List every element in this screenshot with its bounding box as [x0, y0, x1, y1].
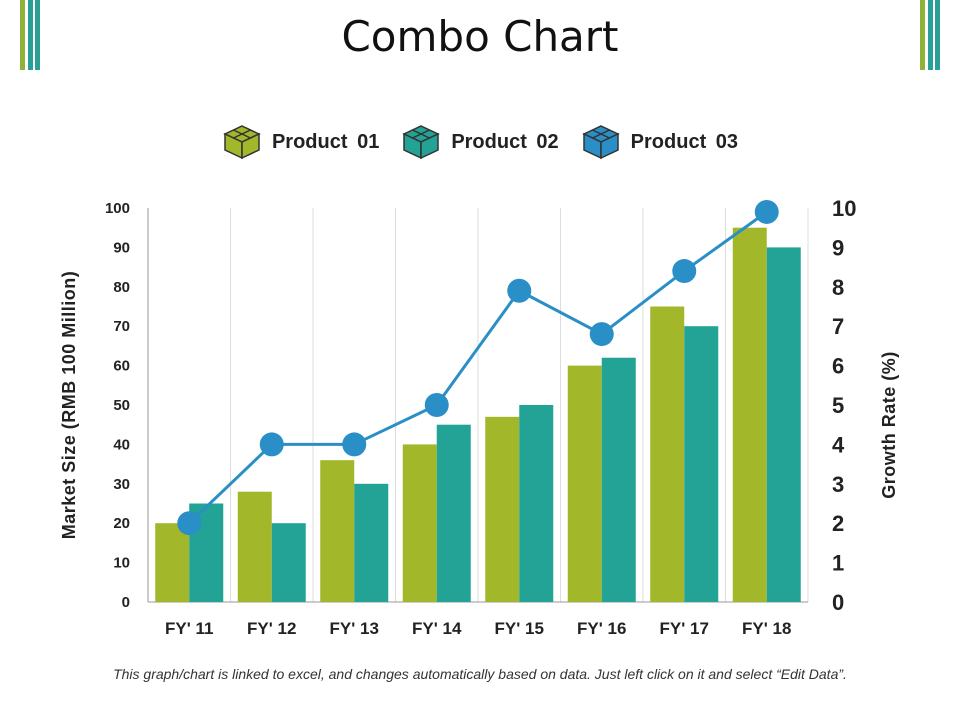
y-tick-label: 30	[113, 476, 130, 493]
legend-label: Product 03	[630, 130, 739, 153]
x-tick-label: FY' 18	[742, 619, 791, 638]
y2-tick-label: 3	[832, 472, 844, 497]
corner-decoration-left-2	[28, 0, 33, 70]
growth-point	[507, 278, 532, 303]
bar-2	[354, 483, 389, 602]
page-title: Combo Chart	[341, 12, 619, 61]
x-tick-label: FY' 15	[495, 619, 544, 638]
bar-2	[684, 326, 719, 602]
growth-point	[424, 393, 449, 417]
legend-label: Product 02	[451, 130, 559, 153]
box-icon	[581, 125, 620, 160]
bar-2	[766, 247, 801, 602]
bar-2	[271, 523, 306, 602]
y-tick-label: 80	[113, 279, 130, 296]
corner-decoration-left-3	[35, 0, 40, 70]
legend-item-product-03: Product 03	[581, 124, 738, 160]
growth-point	[177, 511, 202, 536]
y2-axis-title: Growth Rate (%)	[879, 351, 899, 499]
bar-1	[320, 460, 355, 602]
corner-decoration-left-1	[20, 0, 25, 70]
chart-legend: Product 01 Product 02 Product 03	[0, 124, 960, 160]
y-tick-label: 50	[113, 397, 130, 414]
y-tick-label: 10	[113, 555, 130, 572]
bar-2	[436, 424, 471, 602]
bar-1	[650, 306, 685, 602]
y2-tick-label: 4	[832, 432, 845, 457]
y2-tick-label: 7	[832, 314, 844, 339]
y2-tick-label: 9	[832, 235, 844, 260]
growth-line	[188, 210, 768, 525]
box-icon	[223, 125, 261, 160]
y-tick-label: 20	[113, 515, 130, 532]
y-tick-label: 40	[113, 436, 130, 453]
y2-tick-label: 5	[832, 393, 844, 418]
growth-point	[342, 432, 367, 457]
y-tick-label: 70	[113, 318, 130, 335]
bar-1	[485, 416, 520, 602]
bar-2	[601, 357, 636, 602]
y-tick-label: 90	[113, 239, 130, 256]
bar-2	[519, 405, 554, 602]
growth-point	[672, 259, 697, 284]
box-icon	[402, 125, 441, 160]
growth-point	[754, 199, 779, 224]
x-tick-label: FY' 13	[330, 619, 379, 638]
corner-decoration-right-2	[928, 0, 933, 70]
bar-1	[237, 491, 272, 602]
bar-1	[402, 444, 437, 602]
x-tick-label: FY' 17	[660, 619, 709, 638]
legend-item-product-02: Product 02	[401, 124, 559, 160]
y2-tick-label: 10	[832, 196, 856, 221]
y2-tick-label: 8	[832, 275, 844, 300]
bar-1	[155, 523, 190, 602]
bar-1	[732, 227, 767, 602]
y-tick-label: 60	[113, 358, 130, 375]
x-tick-label: FY' 16	[577, 619, 626, 638]
x-tick-label: FY' 12	[247, 619, 296, 638]
y2-tick-label: 0	[832, 590, 844, 615]
bar-1	[567, 365, 602, 602]
x-tick-label: FY' 11	[165, 619, 213, 638]
y-axis-title: Market Size (RMB 100 Million)	[59, 271, 79, 540]
y-tick-label: 100	[105, 200, 130, 217]
legend-label: Product 01	[271, 130, 380, 153]
y-tick-label: 0	[122, 594, 130, 611]
y2-tick-label: 6	[832, 354, 844, 379]
footnote: This graph/chart is linked to excel, and…	[113, 666, 847, 682]
corner-decoration-right-3	[935, 0, 940, 70]
growth-point	[589, 322, 614, 347]
corner-decoration-right-1	[920, 0, 925, 70]
y2-tick-label: 2	[832, 511, 844, 536]
y2-tick-label: 1	[832, 551, 844, 576]
x-tick-label: FY' 14	[412, 619, 462, 638]
legend-item-product-01: Product 01	[222, 124, 379, 160]
growth-point	[259, 432, 284, 457]
